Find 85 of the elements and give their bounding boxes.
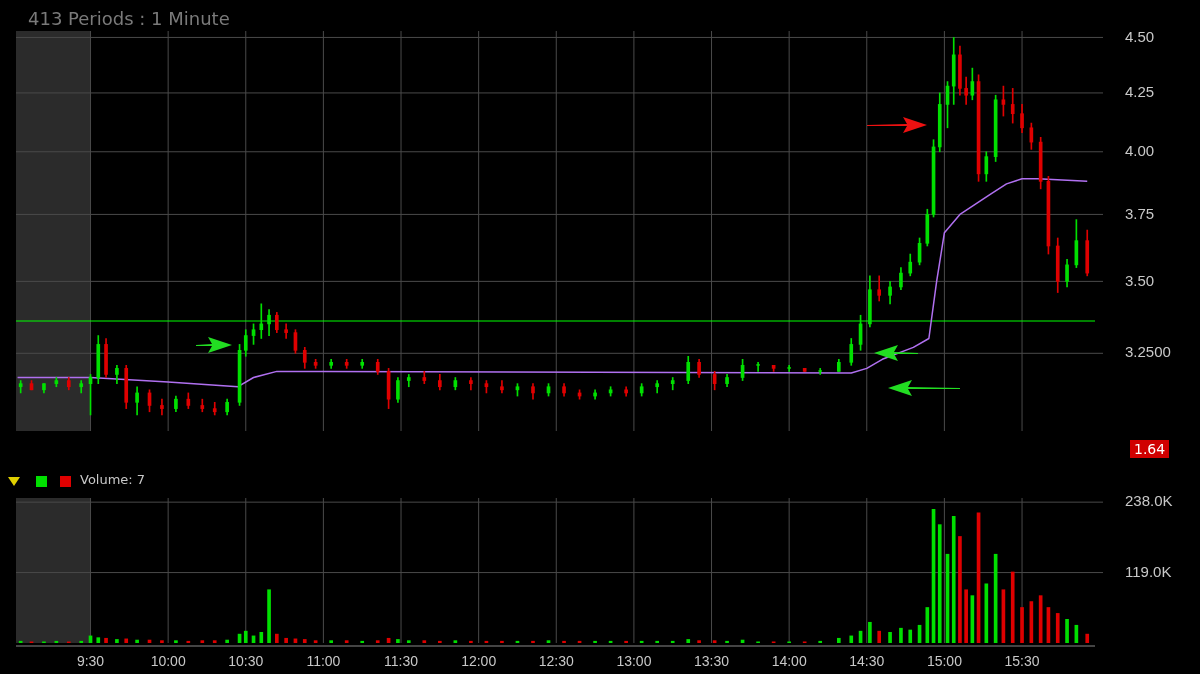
bar: [360, 640, 365, 643]
bar: [593, 640, 597, 643]
bar: [267, 589, 271, 643]
bar: [406, 640, 411, 643]
bar: [396, 639, 400, 643]
bar: [174, 640, 178, 643]
bar: [274, 633, 279, 643]
bar: [1065, 619, 1069, 643]
bar: [837, 637, 841, 643]
bar: [375, 640, 380, 643]
x-tick-label: 11:00: [306, 653, 341, 670]
chart-title: 413 Periods : 1 Minute: [28, 8, 230, 29]
bar: [908, 629, 913, 643]
x-tick-label: 9:30: [76, 653, 105, 670]
bar: [531, 640, 535, 643]
bar: [849, 635, 854, 643]
bar: [212, 640, 217, 643]
y-tick-label: 3.2500: [1125, 343, 1171, 361]
bar: [135, 639, 139, 643]
bar: [329, 640, 333, 643]
y-tick-label: 4.00: [1125, 141, 1155, 159]
bar: [818, 640, 823, 643]
x-tick-label: 13:00: [616, 653, 652, 670]
x-tick-label: 12:30: [538, 653, 574, 670]
candlestick: [802, 368, 807, 372]
text: 1.64: [1130, 440, 1170, 458]
bar: [686, 639, 691, 643]
bar: [655, 640, 660, 643]
x-tick-label: 10:00: [150, 653, 186, 670]
bar: [562, 640, 566, 643]
bar: [964, 589, 968, 643]
x-tick-label: 15:30: [1004, 653, 1040, 670]
bar: [712, 640, 717, 643]
y-tick-label: 3.75: [1125, 204, 1155, 222]
bar: [438, 640, 442, 643]
bar: [225, 639, 229, 643]
bar: [958, 536, 962, 643]
x-tick-label: 12:00: [461, 653, 497, 670]
bar: [160, 640, 164, 643]
bar: [115, 639, 119, 643]
bar: [888, 632, 892, 643]
bar: [453, 640, 458, 643]
bar: [925, 607, 930, 643]
bar: [186, 640, 191, 643]
x-tick-label: 14:30: [849, 653, 885, 670]
bar: [344, 640, 349, 643]
chart-title: Volume: 7: [80, 472, 146, 487]
x-tick-label: 11:30: [384, 653, 419, 670]
bar: [104, 637, 108, 643]
bar: [877, 630, 882, 643]
bar: [422, 640, 427, 643]
x-tick-label: 13:30: [694, 653, 730, 670]
bar: [725, 640, 729, 643]
bar: [96, 637, 101, 643]
bar: [200, 640, 205, 643]
bar: [313, 640, 318, 643]
bar: [951, 516, 956, 643]
y-tick-label: 4.25: [1125, 83, 1155, 101]
bar: [1020, 607, 1024, 643]
bar: [546, 640, 551, 643]
bar: [1085, 633, 1090, 643]
bar: [624, 640, 628, 643]
bar: [984, 583, 989, 643]
x-tick-label: 15:00: [926, 653, 963, 670]
bar: [284, 637, 288, 643]
bar: [697, 640, 701, 643]
bar: [1010, 571, 1015, 643]
bar: [79, 640, 84, 643]
y-tick-label: 238.0K: [1125, 492, 1173, 510]
bar: [1055, 613, 1060, 643]
bar: [302, 639, 307, 643]
bar: [469, 640, 473, 643]
x-tick-label: 10:30: [228, 653, 264, 670]
y-tick-label: 119.0K: [1125, 562, 1172, 580]
y-tick-label: 4.50: [1125, 27, 1155, 45]
bar: [259, 632, 264, 643]
bar: [899, 627, 903, 643]
bar: [937, 524, 942, 643]
bar: [868, 621, 872, 643]
bar: [500, 640, 504, 643]
bar: [243, 630, 248, 643]
x-tick-label: 14:00: [771, 653, 807, 670]
bar: [670, 640, 675, 643]
bar: [124, 638, 129, 643]
y-tick-label: 3.50: [1125, 271, 1155, 289]
